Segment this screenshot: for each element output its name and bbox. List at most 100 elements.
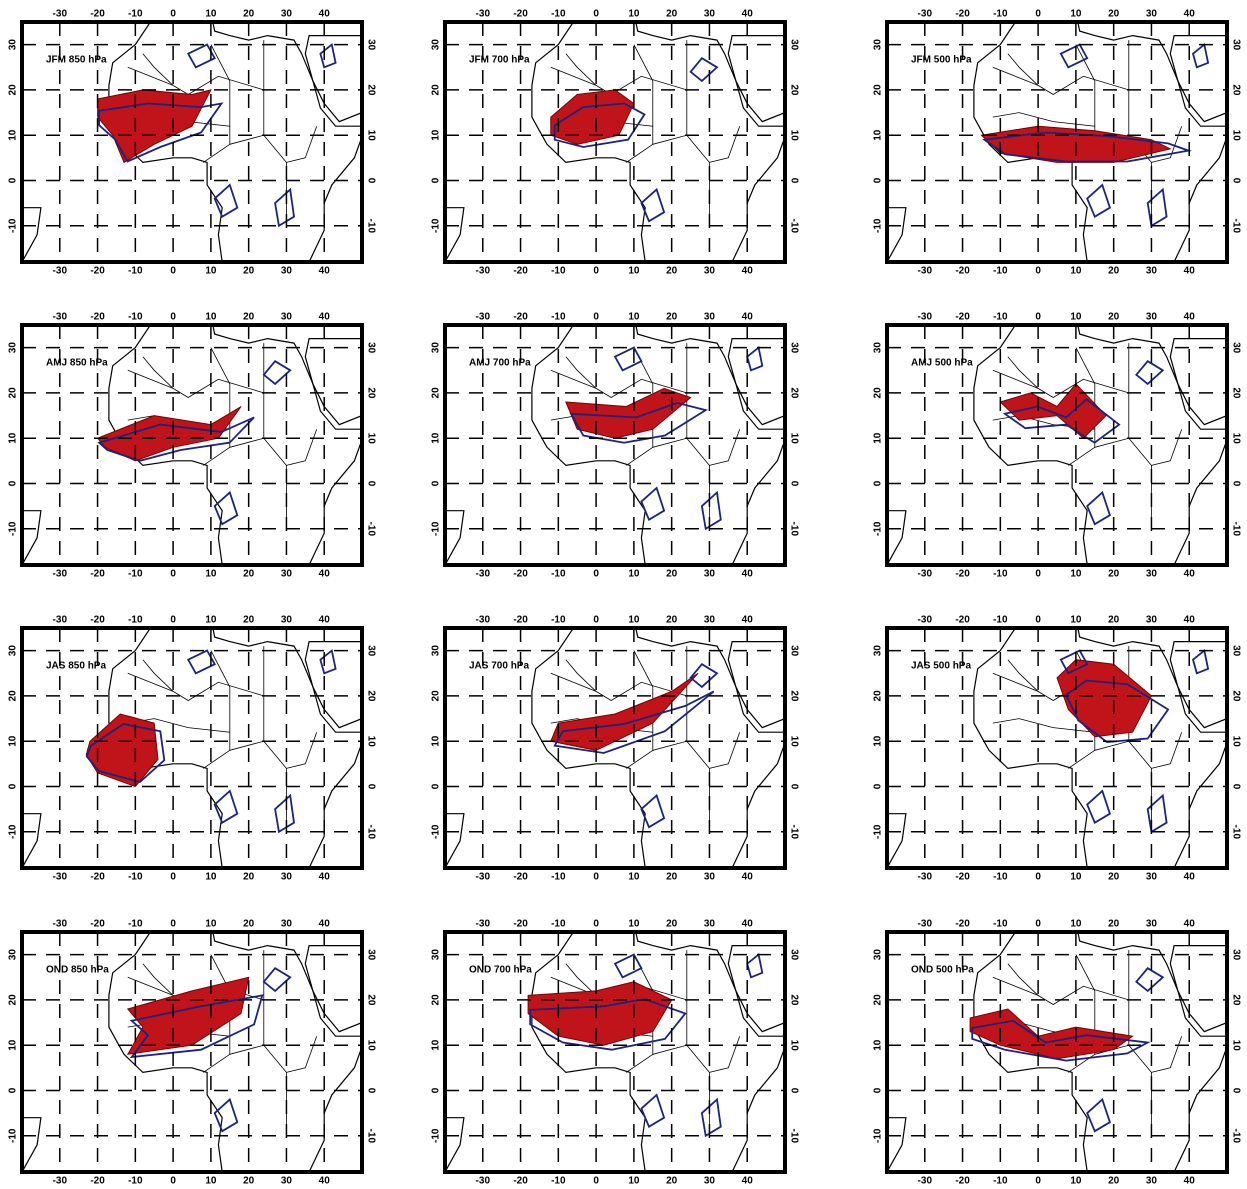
lat-tick-label: 10: [873, 735, 884, 747]
lat-tick-label: -10: [431, 824, 442, 839]
lat-tick-label: 30: [788, 645, 799, 657]
lat-tick-label: 10: [8, 735, 19, 747]
lat-tick-label: 0: [365, 178, 376, 184]
lon-tick-label: -20: [955, 266, 970, 277]
panel-label: JFM 850 hPa: [46, 55, 107, 66]
lon-tick-label: -20: [90, 569, 105, 580]
panel-label: OND 700 hPa: [469, 965, 532, 976]
lon-tick-label: -20: [90, 615, 105, 626]
lon-tick-label: -30: [476, 266, 491, 277]
lat-tick-label: 0: [788, 784, 799, 790]
lon-tick-label: -20: [90, 872, 105, 883]
lon-tick-label: 10: [628, 9, 640, 20]
lat-tick-label: 30: [1230, 645, 1241, 657]
lon-tick-label: 40: [319, 569, 331, 580]
lat-tick-label: 30: [431, 645, 442, 657]
lon-tick-label: -20: [90, 1176, 105, 1187]
panel-label: OND 850 hPa: [46, 965, 109, 976]
lon-tick-label: 20: [666, 9, 678, 20]
lat-tick-label: 10: [431, 129, 442, 141]
lon-tick-label: 40: [319, 872, 331, 883]
lon-tick-label: -20: [90, 266, 105, 277]
lat-tick-label: 30: [8, 645, 19, 657]
lat-tick-label: 10: [1230, 736, 1241, 748]
lon-tick-label: 0: [1035, 569, 1041, 580]
lon-tick-label: 20: [666, 569, 678, 580]
lat-tick-label: 10: [1230, 1040, 1241, 1052]
lon-tick-label: 10: [205, 569, 217, 580]
lat-tick-label: -10: [431, 1128, 442, 1143]
lat-tick-label: 0: [788, 178, 799, 184]
lon-tick-label: -30: [53, 1176, 68, 1187]
lon-tick-label: 30: [704, 872, 716, 883]
lon-tick-label: 10: [205, 9, 217, 20]
lon-tick-label: 20: [1108, 312, 1120, 323]
lon-tick-label: 10: [1070, 266, 1082, 277]
lat-tick-label: -10: [8, 218, 19, 233]
lon-tick-label: -20: [955, 615, 970, 626]
lat-tick-label: 20: [8, 690, 19, 702]
lat-tick-label: 10: [365, 130, 376, 142]
lon-tick-label: 20: [243, 872, 255, 883]
lon-tick-label: -30: [918, 919, 933, 930]
lat-tick-label: 20: [431, 690, 442, 702]
lat-tick-label: 10: [788, 736, 799, 748]
lon-tick-label: 0: [1035, 872, 1041, 883]
page: -30 -30 -20 -20 -10 -10 0 0 10 10 20 20 30 30 40 40 30 30…: [0, 0, 1247, 1189]
panel-label: OND 500 hPa: [911, 965, 974, 976]
lon-tick-label: 10: [1070, 872, 1082, 883]
lat-tick-label: 0: [873, 480, 884, 486]
lon-tick-label: -10: [993, 569, 1008, 580]
lat-tick-label: 20: [365, 690, 376, 702]
lon-tick-label: 20: [666, 872, 678, 883]
lat-tick-label: 30: [788, 39, 799, 51]
map-panel: -30-30-20-20-10-100010102020303040403030…: [8, 312, 377, 580]
lon-tick-label: 0: [170, 919, 176, 930]
lat-tick-label: -10: [431, 218, 442, 233]
lon-tick-label: -30: [918, 312, 933, 323]
lat-tick-label: -10: [873, 824, 884, 839]
lon-tick-label: 30: [281, 872, 293, 883]
lon-tick-label: 30: [281, 919, 293, 930]
lon-tick-label: -10: [128, 1176, 143, 1187]
lon-tick-label: 30: [1146, 615, 1158, 626]
lon-tick-label: 0: [170, 312, 176, 323]
lon-tick-label: -20: [955, 1176, 970, 1187]
lon-tick-label: 30: [281, 9, 293, 20]
lon-tick-label: 0: [593, 872, 599, 883]
lon-tick-label: 0: [1035, 919, 1041, 930]
lon-tick-label: -10: [551, 312, 566, 323]
lon-tick-label: -20: [90, 919, 105, 930]
lon-tick-label: 20: [666, 615, 678, 626]
lat-tick-label: -10: [788, 522, 799, 537]
lon-tick-label: 40: [319, 266, 331, 277]
lon-tick-label: 0: [170, 266, 176, 277]
lat-tick-label: 10: [8, 432, 19, 444]
lat-tick-label: 20: [788, 387, 799, 399]
lat-tick-label: 0: [873, 177, 884, 183]
lon-tick-label: -20: [513, 919, 528, 930]
lat-tick-label: 0: [788, 1088, 799, 1094]
map-content: [887, 316, 1231, 565]
lon-tick-label: 40: [1184, 569, 1196, 580]
map-content: [22, 316, 366, 565]
lat-tick-label: -10: [873, 521, 884, 536]
lat-tick-label: 10: [365, 736, 376, 748]
lat-tick-label: 0: [431, 783, 442, 789]
lon-tick-label: 20: [243, 1176, 255, 1187]
lon-tick-label: 30: [704, 9, 716, 20]
lat-tick-label: 20: [365, 994, 376, 1006]
panel-label: AMJ 500 hPa: [911, 358, 973, 369]
lat-tick-label: 20: [873, 84, 884, 96]
lon-tick-label: 0: [1035, 312, 1041, 323]
lon-tick-label: -30: [918, 615, 933, 626]
lat-tick-label: 20: [431, 994, 442, 1006]
lat-tick-label: 10: [788, 433, 799, 445]
lat-tick-label: 30: [873, 645, 884, 657]
lat-tick-label: 0: [1230, 784, 1241, 790]
map-panel: -30-30-20-20-10-100010102020303040403030…: [873, 615, 1242, 883]
lon-tick-label: 40: [1184, 266, 1196, 277]
lon-tick-label: -30: [918, 9, 933, 20]
